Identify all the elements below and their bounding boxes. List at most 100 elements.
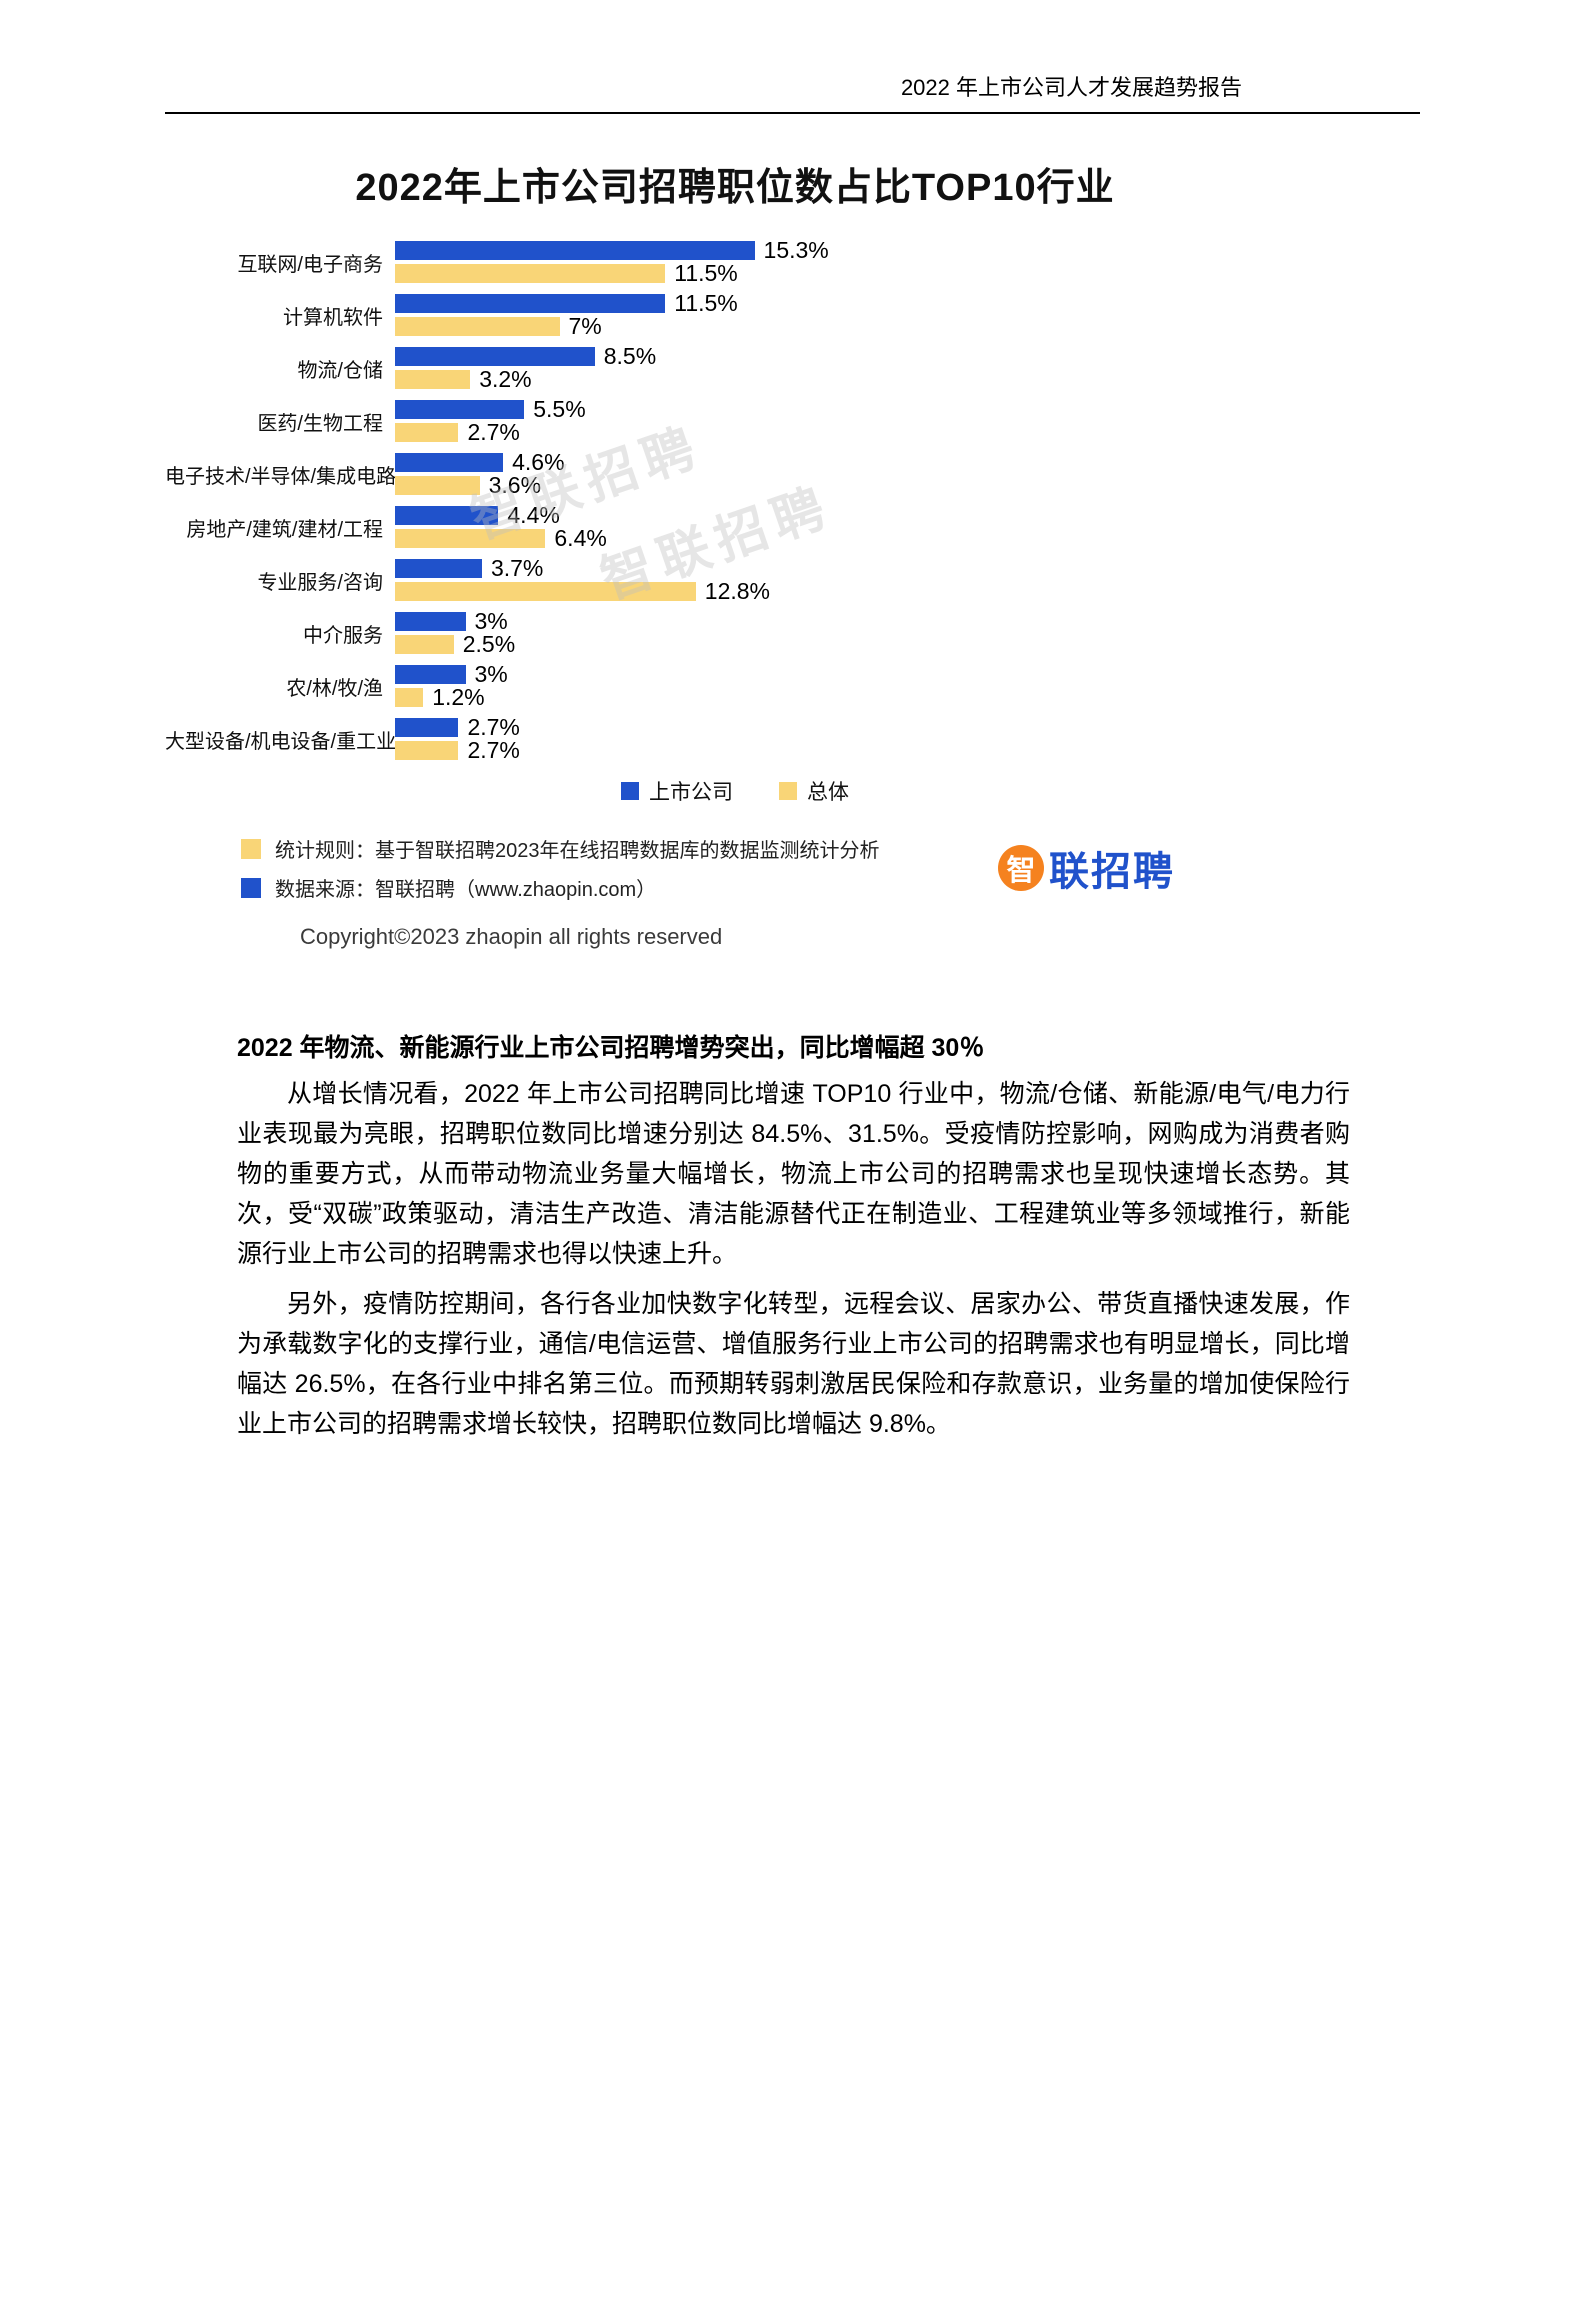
bar-value-label: 6.4%: [554, 525, 607, 551]
bar-value-label: 3.6%: [488, 472, 542, 498]
bar-group: 3% 2.5%: [395, 608, 1305, 657]
note-swatch: [241, 877, 261, 898]
chart-row: 中介服务 3% 2.5%: [165, 608, 1305, 657]
bar-line: 11.5%: [395, 260, 1305, 286]
bar-overall: [395, 476, 480, 495]
chart-row: 农/林/牧/渔 3% 1.2%: [165, 661, 1305, 710]
bar-line: 7%: [395, 313, 1305, 339]
chart-row: 物流/仓储 8.5% 3.2%: [165, 343, 1305, 392]
note-swatch: [241, 838, 261, 859]
category-label: 中介服务: [303, 624, 383, 647]
bar-value-label: 15.3%: [763, 237, 829, 263]
bar-listed-company: [395, 665, 466, 684]
chart-legend: 上市公司 总体: [165, 776, 1305, 806]
bar-listed-company: [395, 718, 459, 737]
bar-value-label: 3.7%: [490, 555, 544, 581]
bar-value-label: 7%: [568, 313, 602, 339]
bar-value-label: 5.5%: [533, 396, 586, 422]
note-line: 数据来源：智联招聘（www.zhaopin.com）: [241, 873, 998, 902]
bar-group: 8.5% 3.2%: [395, 343, 1305, 392]
bar-listed-company: [395, 453, 504, 472]
bar-listed-company: [395, 241, 755, 260]
bar-line: 2.7%: [395, 737, 1305, 763]
legend-label: 总体: [807, 781, 849, 804]
chart-row: 大型设备/机电设备/重工业 2.7% 2.7%: [165, 714, 1305, 763]
chart: 2022年上市公司招聘职位数占比TOP10行业 智联招聘 智联招聘 互联网/电子…: [165, 156, 1305, 950]
bar-group: 3% 1.2%: [395, 661, 1305, 710]
bar-line: 1.2%: [395, 684, 1305, 710]
bar-overall: [395, 264, 666, 283]
chart-row: 计算机软件 11.5% 7%: [165, 290, 1305, 339]
category-label: 物流/仓储: [297, 359, 383, 382]
chart-title: 2022年上市公司招聘职位数占比TOP10行业: [355, 167, 1115, 209]
bar-group: 4.4% 6.4%: [395, 502, 1305, 551]
bar-group: 5.5% 2.7%: [395, 396, 1305, 445]
bar-group: 15.3% 11.5%: [395, 237, 1305, 286]
bar-line: 3.2%: [395, 366, 1305, 392]
chart-row: 房地产/建筑/建材/工程 4.4% 6.4%: [165, 502, 1305, 551]
bar-line: 3.7%: [395, 555, 1305, 581]
bar-listed-company: [395, 294, 666, 313]
zhaopin-logo: 智 联招聘: [998, 839, 1175, 897]
bar-group: 4.6% 3.6%: [395, 449, 1305, 498]
category-label: 专业服务/咨询: [257, 571, 383, 594]
bar-line: 4.4%: [395, 502, 1305, 528]
body-paragraph: 从增长情况看，2022 年上市公司招聘同比增速 TOP10 行业中，物流/仓储、…: [237, 1080, 1350, 1268]
bar-value-label: 3%: [474, 608, 508, 634]
bar-overall: [395, 635, 454, 654]
zhaopin-logo-text: 联招聘: [1049, 850, 1175, 894]
category-label: 电子技术/半导体/集成电路: [165, 465, 397, 488]
bar-group: 2.7% 2.7%: [395, 714, 1305, 763]
category-label: 互联网/电子商务: [237, 253, 383, 276]
bar-value-label: 2.7%: [467, 737, 520, 763]
bar-overall: [395, 423, 459, 442]
body-paragraph: 另外，疫情防控期间，各行各业加快数字化转型，远程会议、居家办公、带货直播快速发展…: [237, 1290, 1350, 1438]
bar-value-label: 4.4%: [507, 502, 560, 528]
chart-rows: 互联网/电子商务 15.3% 11.5% 计算机软件 11.5% 7% 物流/仓储 8.5% 3…: [165, 237, 1305, 763]
bar-overall: [395, 370, 471, 389]
legend-item: 上市公司: [621, 776, 733, 806]
bar-value-label: 2.5%: [462, 631, 516, 657]
bar-group: 3.7% 12.8%: [395, 555, 1305, 604]
section-heading: 2022 年物流、新能源行业上市公司招聘增势突出，同比增幅超 30％: [237, 1034, 985, 1062]
bar-line: 6.4%: [395, 525, 1305, 551]
bar-line: 15.3%: [395, 237, 1305, 263]
bar-value-label: 8.5%: [603, 343, 657, 369]
report-header-title: 2022 年上市公司人才发展趋势报告: [900, 75, 1242, 100]
page-header: 2022 年上市公司人才发展趋势报告: [165, 70, 1420, 114]
bar-line: 2.5%: [395, 631, 1305, 657]
bar-value-label: 4.6%: [512, 449, 565, 475]
body-text-section: 2022 年物流、新能源行业上市公司招聘增势突出，同比增幅超 30％ 从增长情况…: [237, 1028, 1350, 1444]
bar-value-label: 11.5%: [674, 260, 738, 286]
bar-listed-company: [395, 559, 482, 578]
bar-overall: [395, 317, 560, 336]
bar-value-label: 2.7%: [467, 714, 520, 740]
bar-value-label: 3%: [474, 661, 508, 687]
bar-line: 3%: [395, 608, 1305, 634]
chart-row: 互联网/电子商务 15.3% 11.5%: [165, 237, 1305, 286]
legend-label: 上市公司: [649, 781, 733, 804]
category-label: 房地产/建筑/建材/工程: [186, 518, 383, 541]
category-label: 大型设备/机电设备/重工业: [165, 730, 397, 753]
bar-value-label: 1.2%: [432, 684, 485, 710]
copyright-text: Copyright©2023 zhaopin all rights reserv…: [300, 924, 723, 949]
bar-line: 2.7%: [395, 714, 1305, 740]
bar-line: 5.5%: [395, 396, 1305, 422]
bar-line: 4.6%: [395, 449, 1305, 475]
note-text: 数据来源：智联招聘（www.zhaopin.com）: [275, 879, 657, 901]
chart-row: 专业服务/咨询 3.7% 12.8%: [165, 555, 1305, 604]
chart-row: 医药/生物工程 5.5% 2.7%: [165, 396, 1305, 445]
bar-overall: [395, 741, 459, 760]
legend-swatch: [621, 782, 639, 800]
bar-group: 11.5% 7%: [395, 290, 1305, 339]
bar-overall: [395, 582, 696, 601]
category-label: 农/林/牧/渔: [286, 677, 383, 700]
bar-line: 3.6%: [395, 472, 1305, 498]
category-label: 医药/生物工程: [257, 412, 383, 435]
note-line: 统计规则：基于智联招聘2023年在线招聘数据库的数据监测统计分析: [241, 834, 998, 863]
bar-listed-company: [395, 400, 525, 419]
bar-overall: [395, 688, 424, 707]
legend-swatch: [779, 782, 797, 800]
bar-line: 8.5%: [395, 343, 1305, 369]
chart-footer: 统计规则：基于智联招聘2023年在线招聘数据库的数据监测统计分析数据来源：智联招…: [165, 834, 1305, 902]
